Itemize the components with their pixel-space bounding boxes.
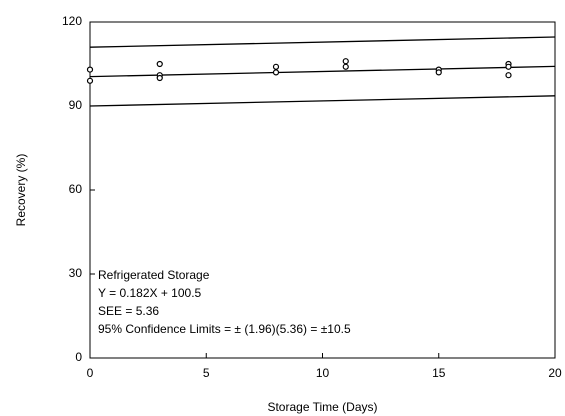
annotation: Y = 0.182X + 100.5 bbox=[98, 286, 202, 300]
y-axis-label: Recovery (%) bbox=[14, 154, 28, 227]
data-point bbox=[86, 66, 94, 73]
data-point bbox=[342, 58, 349, 65]
annotation: 95% Confidence Limits = ± (1.96)(5.36) =… bbox=[98, 322, 351, 336]
y-tick-label: 30 bbox=[69, 266, 83, 280]
x-axis-label: Storage Time (Days) bbox=[267, 400, 377, 414]
annotation: SEE = 5.36 bbox=[98, 304, 159, 318]
y-tick-label: 60 bbox=[69, 182, 83, 196]
data-point bbox=[272, 69, 280, 76]
data-point bbox=[272, 63, 280, 70]
data-point bbox=[505, 63, 512, 70]
y-tick-label: 120 bbox=[62, 14, 82, 28]
data-point bbox=[505, 72, 512, 79]
data-point bbox=[342, 63, 349, 70]
y-tick-label: 0 bbox=[75, 350, 82, 364]
data-point bbox=[156, 74, 163, 82]
annotation: Refrigerated Storage bbox=[98, 268, 210, 282]
regression-line bbox=[89, 95, 556, 107]
x-tick-label: 15 bbox=[432, 366, 446, 380]
regression-line bbox=[89, 36, 556, 48]
x-tick-label: 10 bbox=[316, 366, 330, 380]
y-tick-label: 90 bbox=[69, 98, 83, 112]
x-tick-label: 0 bbox=[87, 366, 94, 380]
x-tick-label: 5 bbox=[203, 366, 210, 380]
data-point bbox=[435, 69, 442, 76]
x-tick-label: 20 bbox=[548, 366, 562, 380]
data-point bbox=[86, 77, 94, 84]
data-point bbox=[156, 60, 163, 68]
regression-line bbox=[89, 65, 556, 78]
